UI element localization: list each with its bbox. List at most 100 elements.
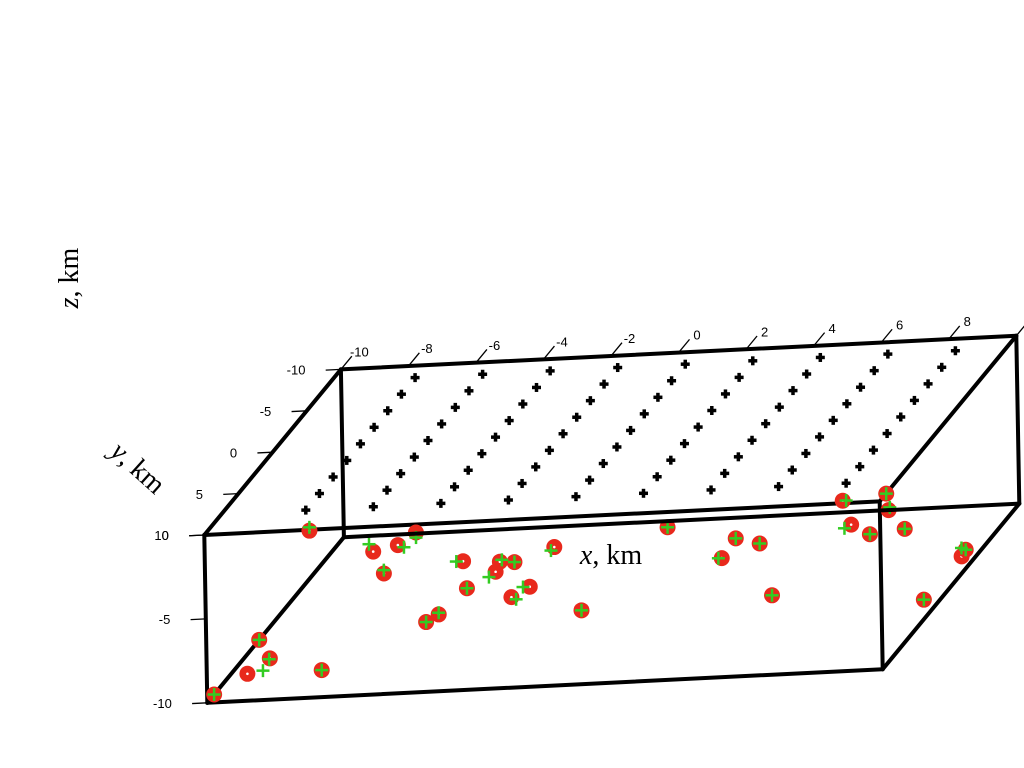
estimate-point — [959, 543, 973, 557]
tick-mark — [1015, 325, 1024, 337]
tick-label: 0 — [230, 445, 237, 460]
frame-edge — [877, 333, 1019, 504]
tick-label: -8 — [421, 341, 433, 356]
tick-mark — [880, 328, 893, 343]
grid-point — [558, 429, 568, 439]
grid-point — [774, 402, 784, 412]
grid-point — [787, 465, 797, 475]
estimate-point — [516, 580, 530, 594]
grid-point — [841, 478, 851, 488]
grid-point — [652, 472, 662, 482]
grid-point — [598, 459, 608, 469]
grid-point — [355, 439, 365, 449]
estimate-point — [544, 544, 558, 558]
grid-point — [923, 379, 933, 389]
tick-label: 8 — [964, 314, 971, 329]
grid-point — [463, 465, 473, 475]
tick-mark — [192, 702, 208, 705]
grid-points-layer — [301, 346, 960, 515]
tick-mark — [189, 534, 205, 537]
grid-point — [369, 422, 379, 432]
grid-point — [815, 432, 825, 442]
grid-point — [680, 359, 690, 369]
frame-back-edges — [202, 333, 1022, 705]
grid-point — [382, 485, 392, 495]
estimate-point — [262, 652, 276, 666]
event-point-center — [371, 550, 375, 553]
grid-point — [733, 452, 743, 462]
tick-label: -2 — [624, 331, 636, 346]
grid-point — [883, 349, 893, 359]
grid-point — [896, 412, 906, 422]
estimate-point — [509, 592, 523, 606]
estimate-point — [837, 521, 851, 535]
axis-title-x-unit: , km — [592, 540, 642, 571]
grid-point — [544, 445, 554, 455]
estimate-point — [302, 520, 316, 534]
tick-label: 2 — [761, 324, 768, 339]
estimate-point — [432, 606, 446, 620]
grid-point — [869, 366, 879, 376]
grid-point — [747, 435, 757, 445]
tick-label: 0 — [693, 328, 700, 343]
axis-title-y: y, km — [102, 434, 171, 501]
axis-title-x: x, km — [579, 540, 642, 571]
grid-point — [518, 399, 528, 409]
frame-edge — [338, 367, 346, 540]
tick-label: 0 — [162, 528, 169, 543]
event-point-center — [552, 545, 556, 549]
grid-point — [761, 419, 771, 429]
grid-point — [801, 448, 811, 458]
axis-title-x-var: x — [579, 540, 593, 571]
frame-edge — [880, 501, 1022, 672]
grid-point — [368, 502, 378, 512]
tick-label: -6 — [489, 338, 501, 353]
grid-point — [693, 422, 703, 432]
grid-point — [383, 406, 393, 416]
estimate-point — [863, 527, 877, 541]
grid-point — [612, 442, 622, 452]
grid-point — [599, 379, 609, 389]
tick-mark — [325, 368, 341, 371]
frame-front-edges — [338, 333, 1022, 540]
tick-mark — [257, 451, 273, 454]
frame-edge — [877, 499, 885, 672]
grid-point — [788, 386, 798, 396]
grid-point — [815, 352, 825, 362]
estimate-point — [753, 537, 767, 551]
grid-point — [409, 452, 419, 462]
grid-point — [423, 436, 433, 445]
grid-point — [639, 409, 649, 419]
grid-point — [531, 462, 541, 472]
grid-point — [950, 346, 960, 356]
tick-mark — [813, 332, 826, 347]
tick-label: -10 — [153, 696, 172, 711]
tick-mark — [543, 345, 555, 360]
estimate-point — [315, 663, 329, 677]
estimate-point — [397, 540, 411, 554]
estimate-point — [256, 664, 270, 678]
grid-point — [504, 416, 514, 426]
tick-mark — [190, 618, 206, 621]
grid-point — [734, 372, 744, 382]
grid-point — [868, 445, 878, 455]
estimate-point — [765, 588, 779, 602]
estimate-point — [729, 531, 743, 545]
grid-point — [802, 369, 812, 379]
axis-title-z: z, km — [54, 247, 85, 309]
grid-point — [314, 489, 324, 499]
frame-edge — [205, 535, 346, 705]
tick-label: 4 — [829, 321, 836, 336]
estimate-point — [419, 615, 433, 629]
grid-point — [517, 478, 527, 488]
tick-mark — [678, 338, 691, 354]
tick-label: -10 — [287, 363, 306, 378]
tick-mark — [407, 352, 420, 367]
estimate-point — [449, 555, 463, 569]
grid-point — [937, 362, 947, 372]
tick-label: -5 — [260, 404, 272, 419]
event-point-center — [849, 523, 853, 526]
estimate-point — [879, 487, 893, 501]
